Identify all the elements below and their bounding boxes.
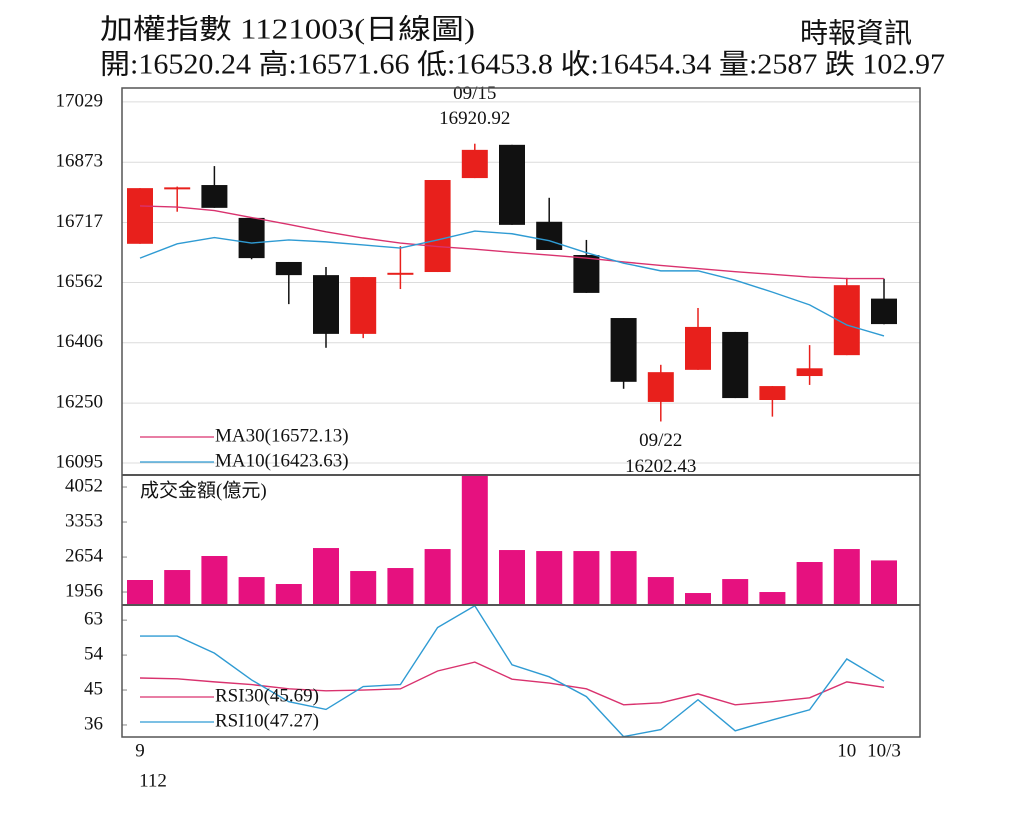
x-tick-label: 10 (837, 740, 856, 761)
bar (610, 551, 637, 605)
annotation-value: 16202.43 (625, 456, 696, 477)
x-tick-label: 9 (135, 740, 145, 761)
legend-label: MA10(16423.63) (215, 450, 349, 471)
legend-label: RSI10(47.27) (215, 710, 319, 731)
annotation-label: 09/22 (639, 430, 682, 451)
panel-title: 成交金額(億元) (140, 479, 267, 501)
bar (461, 475, 488, 605)
plot-area (127, 475, 897, 605)
y-tick-label: 45 (84, 678, 103, 699)
bar (313, 548, 339, 605)
y-tick-label: 2654 (65, 545, 104, 566)
candle-body (350, 277, 377, 334)
plot-area (139, 605, 885, 737)
series-line (139, 205, 885, 280)
candle-body (275, 261, 302, 276)
candle-body (313, 275, 339, 334)
y-tick-label: 16562 (56, 271, 104, 292)
bar (201, 556, 228, 605)
y-tick-label: 63 (84, 609, 103, 630)
candle-body (201, 185, 228, 208)
bar (685, 593, 711, 605)
candle-body (759, 386, 786, 400)
legend-label: RSI30(45.69) (215, 685, 319, 706)
candle-body (796, 368, 823, 377)
candle-body (536, 221, 563, 250)
y-tick-label: 16717 (56, 211, 104, 232)
summary: 開:16520.24 高:16571.66 低:16453.8 收:16454.… (100, 48, 945, 80)
bar (871, 560, 897, 605)
x-tick-label: 10/3 (867, 740, 901, 761)
candle-body (127, 188, 153, 244)
bar (387, 568, 414, 605)
y-tick-label: 17029 (56, 90, 104, 111)
y-tick-label: 4052 (65, 475, 103, 496)
candle-body (424, 180, 451, 273)
candle-body (387, 272, 414, 275)
bar (350, 571, 377, 605)
y-tick-label: 3353 (65, 510, 103, 531)
annotation-value: 16920.92 (439, 108, 510, 129)
candle-body (647, 372, 674, 402)
bar (536, 551, 563, 605)
series-line (140, 605, 885, 737)
bar (759, 592, 786, 605)
candle-body (685, 326, 711, 370)
bar (238, 577, 265, 605)
bar (164, 570, 191, 605)
bar (573, 551, 600, 605)
source: 時報資訊 (800, 17, 912, 49)
bar (424, 549, 451, 605)
y-tick-label: 36 (84, 713, 103, 734)
bar (499, 550, 525, 605)
year-label: 112 (139, 770, 167, 791)
y-tick-label: 16406 (56, 331, 104, 352)
bar (275, 584, 302, 605)
candle-body (238, 217, 265, 259)
candle-body (871, 298, 897, 325)
candle-body (722, 331, 749, 399)
plot-area (127, 143, 897, 422)
y-tick-label: 16873 (56, 151, 104, 172)
series-line (139, 230, 885, 337)
candle-body (499, 144, 525, 225)
frame (121, 87, 921, 738)
y-tick-label: 1956 (65, 580, 103, 601)
bar (722, 579, 749, 605)
series-line (139, 661, 885, 706)
candle-body (461, 149, 488, 179)
bar (796, 562, 823, 605)
bar (127, 580, 153, 605)
chart-title: 加權指數 1121003(日線圖) (100, 13, 475, 45)
annotation-label: 09/15 (453, 83, 496, 104)
bar (647, 577, 674, 605)
legend-label: MA30(16572.13) (215, 425, 349, 446)
candle-body (573, 255, 600, 293)
y-tick-label: 16250 (56, 391, 104, 412)
candle-body (610, 318, 637, 382)
y-tick-label: 54 (84, 643, 104, 664)
y-tick-label: 16095 (56, 451, 104, 472)
bar (833, 549, 860, 605)
candle-body (164, 187, 191, 190)
